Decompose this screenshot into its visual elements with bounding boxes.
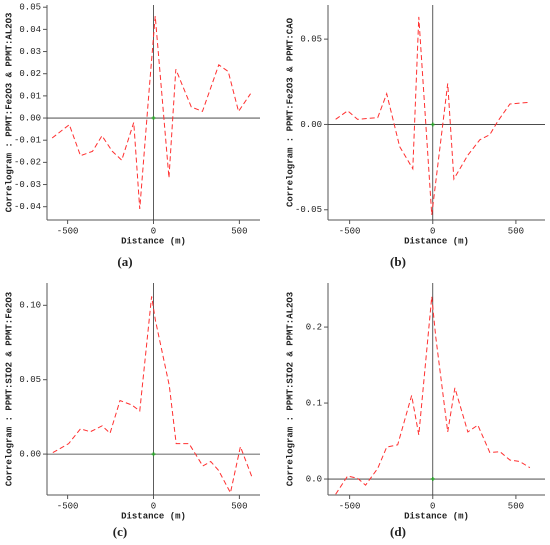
x-axis-title: Distance (m) bbox=[404, 236, 469, 246]
y-tick-label: 0.00 bbox=[300, 120, 322, 130]
caption: (b) bbox=[390, 254, 406, 269]
y-tick-label: 0.03 bbox=[19, 47, 41, 57]
y-tick-label: 0.05 bbox=[19, 3, 41, 13]
correlogram-line bbox=[51, 16, 251, 209]
x-tick-label: 0 bbox=[151, 226, 156, 236]
x-tick-label: -500 bbox=[57, 226, 79, 236]
x-tick-label: 500 bbox=[508, 226, 524, 236]
y-tick-label: 0.2 bbox=[306, 322, 322, 332]
x-tick-label: 500 bbox=[231, 501, 247, 511]
y-axis-title: Correlogram : PPMT:Fe2O3 & PPMT:AL2O3 bbox=[4, 13, 14, 213]
y-tick-label: 0.10 bbox=[19, 301, 41, 311]
origin-marker bbox=[430, 122, 435, 127]
origin-marker bbox=[430, 477, 435, 482]
y-tick-label: 0.02 bbox=[19, 69, 41, 79]
x-axis-title: Distance (m) bbox=[404, 511, 469, 521]
y-tick-label: 0.05 bbox=[19, 375, 41, 385]
correlogram-line bbox=[335, 16, 530, 215]
x-tick-label: 500 bbox=[231, 226, 247, 236]
x-tick-label: -500 bbox=[339, 501, 361, 511]
y-tick-label: -0.05 bbox=[295, 205, 322, 215]
y-tick-label: 0.0 bbox=[306, 474, 322, 484]
caption: (d) bbox=[390, 524, 406, 539]
y-tick-label: -0.01 bbox=[14, 136, 41, 146]
y-tick-label: 0.04 bbox=[19, 25, 41, 35]
y-tick-label: 0.00 bbox=[19, 113, 41, 123]
y-axis-title: Correlogram : PPMT:SIO2 & PPMT:AL2O3 bbox=[285, 292, 295, 486]
correlogram-line bbox=[52, 296, 253, 495]
y-tick-label: -0.04 bbox=[14, 202, 41, 212]
y-tick-label: 0.00 bbox=[19, 449, 41, 459]
y-tick-label: 0.05 bbox=[300, 35, 322, 45]
y-axis-title: Correlogram : PPMT:SIO2 & PPMT:Fe2O3 bbox=[4, 292, 14, 486]
x-axis-title: Distance (m) bbox=[121, 511, 186, 521]
x-tick-label: 500 bbox=[508, 501, 524, 511]
y-tick-label: -0.03 bbox=[14, 180, 41, 190]
origin-marker bbox=[151, 452, 156, 457]
x-tick-label: 0 bbox=[151, 501, 156, 511]
caption: (c) bbox=[113, 524, 127, 539]
origin-marker bbox=[151, 116, 156, 121]
x-tick-label: -500 bbox=[339, 226, 361, 236]
caption: (a) bbox=[117, 254, 132, 269]
x-tick-label: -500 bbox=[57, 501, 79, 511]
y-axis-title: Correlogram : PPMT:Fe2O3 & PPMT:CAO bbox=[285, 17, 295, 207]
y-tick-label: 0.01 bbox=[19, 91, 41, 101]
x-axis-title: Distance (m) bbox=[121, 236, 186, 246]
correlogram-line bbox=[335, 296, 531, 495]
x-tick-label: 0 bbox=[430, 501, 435, 511]
x-tick-label: 0 bbox=[430, 226, 435, 236]
y-tick-label: 0.1 bbox=[306, 398, 322, 408]
y-tick-label: -0.02 bbox=[14, 158, 41, 168]
